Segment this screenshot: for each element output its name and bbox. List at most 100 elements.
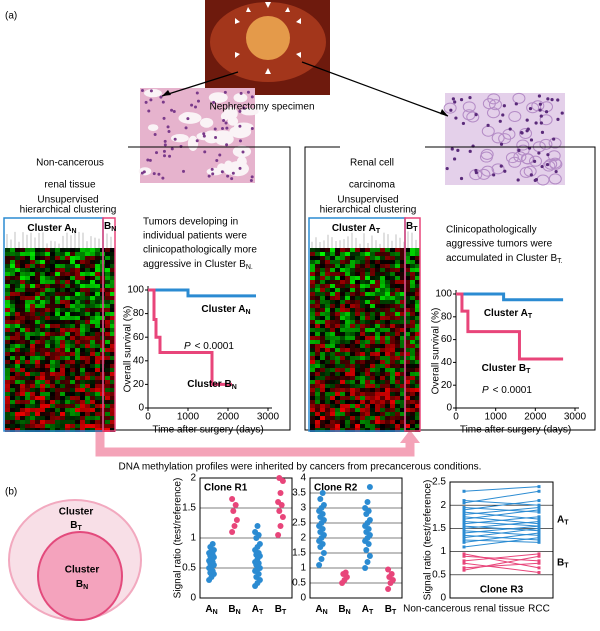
series-label: Cluster BN xyxy=(187,379,237,391)
heatmap-cell xyxy=(405,388,410,392)
nucleus xyxy=(211,172,215,176)
note: aggressive in Cluster BN. xyxy=(143,259,253,271)
heatmap-cell xyxy=(40,388,45,392)
heatmap-cell xyxy=(325,360,330,364)
heatmap-cell xyxy=(35,288,40,292)
heatmap-cell xyxy=(85,396,90,400)
heatmap-cell xyxy=(370,248,375,252)
heatmap-cell xyxy=(365,404,370,408)
heatmap-cell xyxy=(365,304,370,308)
heatmap-cell xyxy=(80,336,85,340)
heatmap-cell xyxy=(45,280,50,284)
heatmap-cell xyxy=(380,260,385,264)
nucleus xyxy=(212,100,216,104)
heatmap-cell xyxy=(370,284,375,288)
heatmap-cell xyxy=(35,256,40,260)
heatmap-cell xyxy=(330,284,335,288)
heatmap-cell xyxy=(310,276,315,280)
heatmap-cell xyxy=(20,252,25,256)
heatmap-cell xyxy=(50,352,55,356)
heatmap-cell xyxy=(65,292,70,296)
heatmap-cell xyxy=(65,276,70,280)
heatmap-cell xyxy=(355,268,360,272)
heatmap-cell xyxy=(395,408,400,412)
heatmap-cell xyxy=(45,248,50,252)
pair-end xyxy=(537,519,541,523)
heatmap-cell xyxy=(360,280,365,284)
heatmap-cell xyxy=(355,288,360,292)
heatmap-cell xyxy=(20,376,25,380)
ellipse-label: Cluster xyxy=(65,565,100,576)
heatmap-cell xyxy=(10,264,15,268)
y-tick-label: 2 xyxy=(440,500,446,511)
heatmap-cell xyxy=(55,308,60,312)
heatmap-cell xyxy=(325,280,330,284)
heatmap-cell xyxy=(105,400,110,404)
heatmap-cell xyxy=(110,304,115,308)
heatmap-cell xyxy=(50,324,55,328)
heatmap-cell xyxy=(320,420,325,424)
heatmap-cell xyxy=(40,284,45,288)
heatmap-cell xyxy=(70,424,75,428)
heatmap-cell xyxy=(85,368,90,372)
heatmap-cell xyxy=(325,404,330,408)
nucleus xyxy=(170,108,174,112)
heatmap-cell xyxy=(110,380,115,384)
nucleus xyxy=(225,143,229,147)
heatmap-cell xyxy=(80,368,85,372)
heatmap-cell xyxy=(385,348,390,352)
heatmap-cell xyxy=(90,308,95,312)
heatmap-cell xyxy=(95,372,100,376)
heatmap-cell xyxy=(400,368,405,372)
heatmap-cell xyxy=(85,380,90,384)
heatmap-cell xyxy=(330,356,335,360)
heatmap-cell xyxy=(330,288,335,292)
heatmap-cell xyxy=(365,332,370,336)
heatmap-cell xyxy=(345,316,350,320)
heatmap-cell xyxy=(410,416,415,420)
heatmap-cell xyxy=(415,256,420,260)
heatmap-cell xyxy=(85,292,90,296)
heatmap-cell xyxy=(340,428,345,432)
heatmap-cell xyxy=(55,276,60,280)
heatmap-cell xyxy=(65,428,70,432)
nucleus xyxy=(540,130,545,134)
heatmap-cell xyxy=(385,412,390,416)
heatmap-cell xyxy=(370,328,375,332)
heatmap-cell xyxy=(375,356,380,360)
heatmap-cell xyxy=(15,372,20,376)
heatmap-cell xyxy=(110,280,115,284)
heatmap-cell xyxy=(105,364,110,368)
nucleus xyxy=(486,123,490,127)
heatmap-cell xyxy=(360,392,365,396)
heatmap-cell xyxy=(90,420,95,424)
heatmap-cell xyxy=(40,360,45,364)
heatmap-cell xyxy=(70,324,75,328)
heatmap-cell xyxy=(55,424,60,428)
x-tick-label: BN xyxy=(228,604,240,616)
heatmap-cell xyxy=(5,380,10,384)
heatmap-cell xyxy=(40,288,45,292)
heatmap-cell xyxy=(10,336,15,340)
heatmap-cell xyxy=(40,352,45,356)
heatmap-cell xyxy=(405,404,410,408)
heatmap-cell xyxy=(80,292,85,296)
heatmap-cell xyxy=(5,336,10,340)
heatmap-cell xyxy=(10,316,15,320)
heatmap-cell xyxy=(340,388,345,392)
heatmap-cell xyxy=(45,380,50,384)
heatmap-cell xyxy=(310,348,315,352)
heatmap-cell xyxy=(360,352,365,356)
heatmap-cell xyxy=(365,360,370,364)
heatmap-cell xyxy=(30,412,35,416)
x-label: Time after surgery (days) xyxy=(460,425,571,436)
heatmap-cell xyxy=(25,364,30,368)
heatmap-cell xyxy=(85,392,90,396)
panel-label: (a) xyxy=(5,11,17,22)
heatmap-cell xyxy=(20,256,25,260)
heatmap-cell xyxy=(360,408,365,412)
heatmap-cell xyxy=(15,336,20,340)
heatmap-cell xyxy=(355,396,360,400)
heatmap-cell xyxy=(335,248,340,252)
heatmap-cell xyxy=(335,304,340,308)
